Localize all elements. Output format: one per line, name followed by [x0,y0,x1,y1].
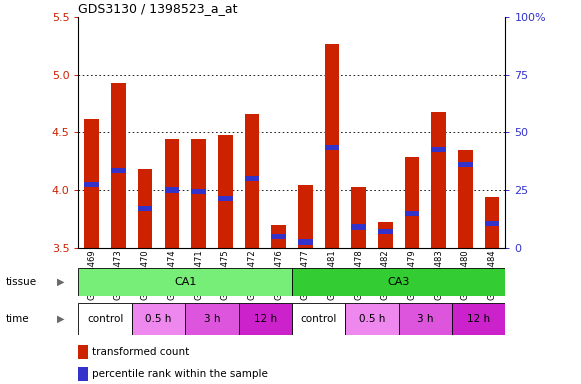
Text: ▶: ▶ [58,277,64,287]
Bar [399,303,452,335]
Bar [485,221,500,226]
Bar [239,303,292,335]
Text: GDS3130 / 1398523_a_at: GDS3130 / 1398523_a_at [78,2,238,15]
Bar [138,169,152,248]
Bar [352,224,366,230]
Bar [218,135,232,248]
Bar [432,112,446,248]
Bar [298,239,313,245]
Text: control: control [87,314,123,324]
Text: 12 h: 12 h [254,314,277,324]
Bar [325,44,339,248]
Bar [191,139,206,248]
Text: CA3: CA3 [388,277,410,287]
Bar [84,182,99,187]
Bar [78,367,88,381]
Bar [432,147,446,152]
Bar [78,303,132,335]
Bar [352,187,366,248]
Bar [271,233,286,239]
Bar [191,189,206,194]
Bar [292,268,505,296]
Bar [405,157,419,248]
Text: percentile rank within the sample: percentile rank within the sample [92,369,268,379]
Text: 3 h: 3 h [417,314,433,324]
Text: control: control [300,314,337,324]
Text: tissue: tissue [6,277,37,287]
Text: 3 h: 3 h [203,314,220,324]
Text: CA1: CA1 [174,277,196,287]
Bar [345,303,399,335]
Bar [164,139,179,248]
Text: 12 h: 12 h [467,314,490,324]
Bar [405,210,419,216]
Bar [84,119,99,248]
Bar [485,197,500,248]
Bar [271,225,286,248]
Bar [298,185,313,248]
Bar [325,145,339,150]
Bar [292,303,345,335]
Text: time: time [6,314,30,324]
Bar [378,222,393,248]
Bar [378,229,393,234]
Bar [245,114,259,248]
Bar [111,83,126,248]
Bar [111,168,126,173]
Text: 0.5 h: 0.5 h [359,314,385,324]
Text: 0.5 h: 0.5 h [145,314,172,324]
Bar [132,303,185,335]
Bar [458,150,473,248]
Text: ▶: ▶ [58,314,64,324]
Bar [164,187,179,193]
Bar [78,268,292,296]
Bar [138,206,152,211]
Bar [185,303,239,335]
Bar [218,195,232,201]
Bar [458,162,473,167]
Bar [78,345,88,359]
Bar [245,176,259,181]
Bar [452,303,505,335]
Text: transformed count: transformed count [92,347,189,357]
